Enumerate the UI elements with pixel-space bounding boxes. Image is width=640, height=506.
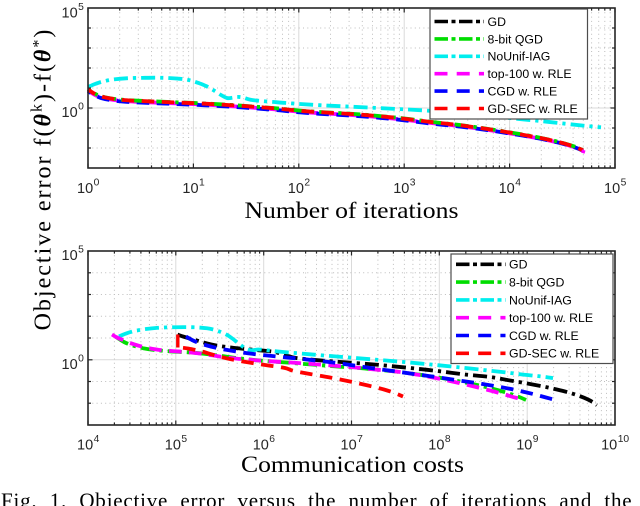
svg-text:5: 5 xyxy=(78,245,84,256)
svg-text:GD-SEC w. RLE: GD-SEC w. RLE xyxy=(509,347,599,361)
svg-text:GD: GD xyxy=(509,258,528,272)
svg-text:Communication costs: Communication costs xyxy=(241,452,464,477)
svg-text:3: 3 xyxy=(410,178,416,189)
svg-text:0: 0 xyxy=(78,354,84,365)
svg-text:8: 8 xyxy=(445,434,451,445)
svg-text:NoUnif-IAG: NoUnif-IAG xyxy=(488,50,551,64)
svg-text:10: 10 xyxy=(604,181,620,197)
svg-text:9: 9 xyxy=(533,434,539,445)
svg-text:top-100 w. RLE: top-100 w. RLE xyxy=(488,67,572,81)
svg-text:10: 10 xyxy=(62,6,78,22)
svg-text:6: 6 xyxy=(269,434,275,445)
svg-text:CGD w. RLE: CGD w. RLE xyxy=(509,329,579,343)
svg-text:10: 10 xyxy=(62,248,78,264)
svg-text:1: 1 xyxy=(199,178,205,189)
svg-text:8-bit QGD: 8-bit QGD xyxy=(509,276,564,290)
svg-text:10: 10 xyxy=(253,438,269,454)
svg-text:10: 10 xyxy=(62,357,78,373)
svg-text:Objective error f(θk)-f(θ*): Objective error f(θk)-f(θ*) xyxy=(29,28,57,331)
svg-text:4: 4 xyxy=(94,434,100,445)
svg-text:10: 10 xyxy=(341,438,357,454)
svg-text:CGD w. RLE: CGD w. RLE xyxy=(488,85,558,99)
svg-text:10: 10 xyxy=(601,438,617,454)
svg-text:5: 5 xyxy=(78,2,84,13)
svg-text:GD: GD xyxy=(488,15,507,29)
svg-text:5: 5 xyxy=(181,434,187,445)
svg-text:10: 10 xyxy=(165,438,181,454)
svg-text:NoUnif-IAG: NoUnif-IAG xyxy=(509,293,572,307)
svg-text:5: 5 xyxy=(621,178,627,189)
svg-text:10: 10 xyxy=(182,181,198,197)
svg-text:GD-SEC w. RLE: GD-SEC w. RLE xyxy=(488,102,578,116)
svg-text:0: 0 xyxy=(78,102,84,113)
svg-text:10: 10 xyxy=(77,181,93,197)
svg-text:10: 10 xyxy=(499,181,515,197)
svg-text:7: 7 xyxy=(357,434,363,445)
svg-text:10: 10 xyxy=(428,438,444,454)
svg-text:4: 4 xyxy=(515,178,521,189)
svg-text:10: 10 xyxy=(516,438,532,454)
svg-text:10: 10 xyxy=(77,438,93,454)
svg-text:Number of iterations: Number of iterations xyxy=(245,198,459,223)
svg-text:0: 0 xyxy=(94,178,100,189)
svg-text:2: 2 xyxy=(304,178,310,189)
svg-text:top-100 w. RLE: top-100 w. RLE xyxy=(509,311,593,325)
svg-text:10: 10 xyxy=(618,434,630,445)
svg-text:Fig. 1. Objective error versu: Fig. 1. Objective error versus the numbe… xyxy=(1,489,632,506)
svg-text:8-bit QGD: 8-bit QGD xyxy=(488,32,543,46)
svg-text:10: 10 xyxy=(288,181,304,197)
svg-text:10: 10 xyxy=(62,105,78,121)
svg-text:10: 10 xyxy=(393,181,409,197)
